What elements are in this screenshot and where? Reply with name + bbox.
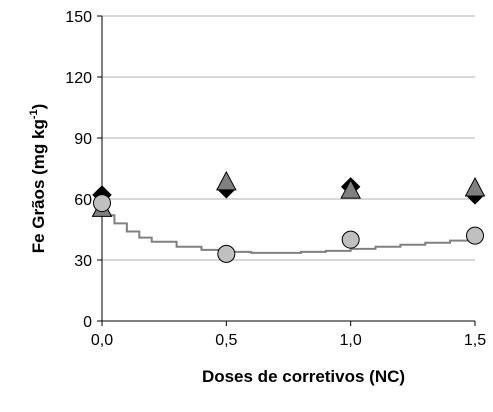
y-tick-label: 60	[74, 192, 92, 209]
y-tick-label: 0	[83, 314, 92, 331]
grid-lines	[102, 15, 475, 261]
x-tick-label: 1,5	[464, 332, 486, 349]
axes	[101, 16, 475, 322]
x-tick-label: 1,0	[340, 332, 362, 349]
y-tick-label: 30	[74, 253, 92, 270]
y-axis-title: Fe Grãos (mg kg-1)	[28, 104, 48, 254]
triangle-point	[216, 170, 237, 191]
x-ticks: 0,0 0,5 1,0 1,5	[91, 321, 486, 349]
circle-point	[466, 226, 484, 245]
fit-curve-line	[102, 202, 476, 254]
circle-point	[217, 244, 236, 263]
data-marks	[91, 170, 486, 263]
y-axis-title-close: )	[29, 104, 48, 110]
triangle-point	[464, 176, 486, 197]
fit-curve-layer	[102, 202, 476, 254]
circle-point	[93, 194, 111, 213]
y-axis-title-main: Fe Grãos (mg kg	[29, 119, 48, 253]
x-tick-label: 0,5	[215, 332, 237, 349]
triangle-point	[340, 178, 361, 199]
y-tick-label: 120	[65, 70, 92, 87]
x-tick-label: 0,0	[91, 332, 113, 349]
y-tick-label: 90	[74, 131, 92, 148]
x-axis-title: Doses de corretivos (NC)	[202, 367, 405, 386]
circle-point	[341, 230, 360, 249]
y-ticks: 0 30 60 90 120 150	[65, 9, 102, 331]
y-axis-title-superscript: -1	[28, 109, 40, 119]
y-tick-label: 150	[65, 9, 92, 26]
